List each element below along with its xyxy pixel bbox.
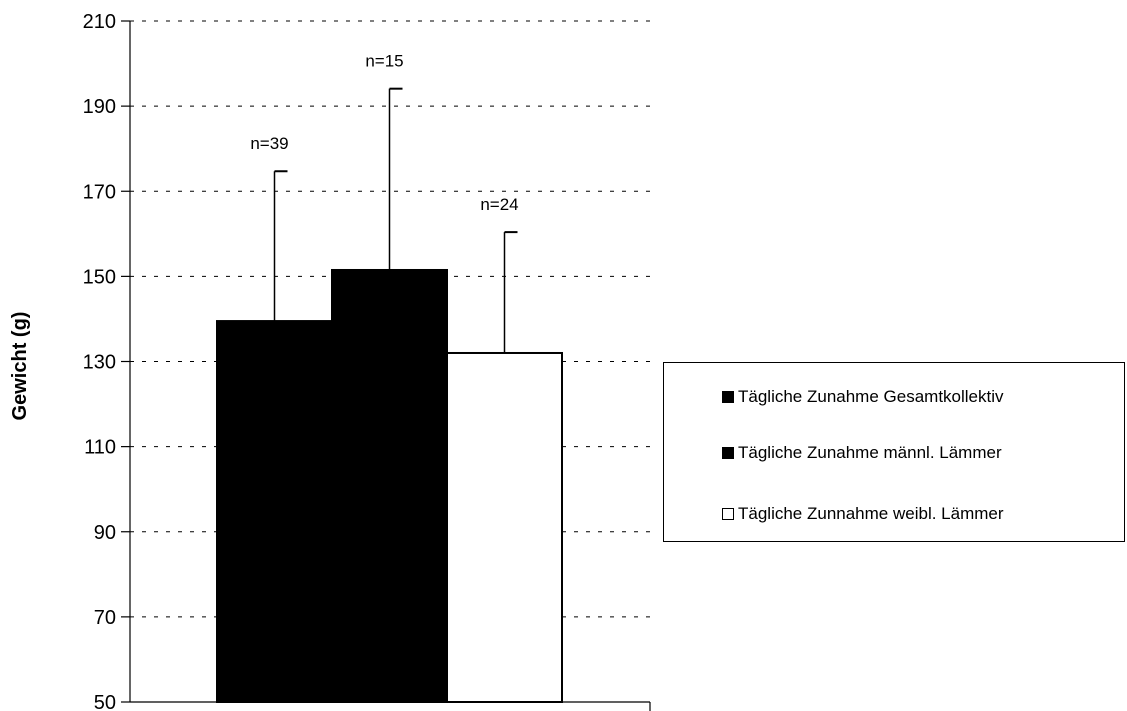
legend-swatch-maennl <box>722 447 734 459</box>
legend-swatch-gesamtkollektiv <box>722 391 734 403</box>
y-axis-title: Gewicht (g) <box>9 312 31 421</box>
y-tick-label: 190 <box>83 96 116 118</box>
labels: n=39 n=15 n=24 <box>250 52 518 214</box>
legend-label-gesamtkollektiv: Tägliche Zunahme Gesamtkollektiv <box>738 387 1004 406</box>
bar <box>331 268 448 703</box>
bar <box>216 320 333 703</box>
legend-item-maennl: Tägliche Zunahme männl. Lämmer <box>722 442 1002 464</box>
legend-label-weibl: Tägliche Zunnahme weibl. Lämmer <box>738 504 1004 523</box>
n-label: n=39 <box>250 134 288 153</box>
y-tick-label: 150 <box>83 266 116 288</box>
y-tick-label: 210 <box>83 11 116 33</box>
legend-label-maennl: Tägliche Zunahme männl. Lämmer <box>738 443 1002 462</box>
y-tick-label: 70 <box>94 607 116 629</box>
bar <box>446 351 563 703</box>
y-tick-label: 110 <box>84 437 116 459</box>
legend-swatch-weibl <box>722 508 734 520</box>
legend: Tägliche Zunahme Gesamtkollektiv Täglich… <box>663 362 1125 542</box>
y-tick-label: 130 <box>83 352 116 374</box>
legend-item-gesamtkollektiv: Tägliche Zunahme Gesamtkollektiv <box>722 386 1004 408</box>
y-tick-label: 170 <box>83 181 116 203</box>
legend-item-weibl: Tägliche Zunnahme weibl. Lämmer <box>722 503 1004 525</box>
n-label: n=15 <box>365 52 403 71</box>
n-label: n=24 <box>480 195 518 214</box>
axes: 50 70 90 110 130 150 170 190 210 <box>83 11 651 711</box>
bars <box>216 87 563 703</box>
y-tick-label: 50 <box>94 692 116 711</box>
y-tick-label: 90 <box>94 522 116 544</box>
